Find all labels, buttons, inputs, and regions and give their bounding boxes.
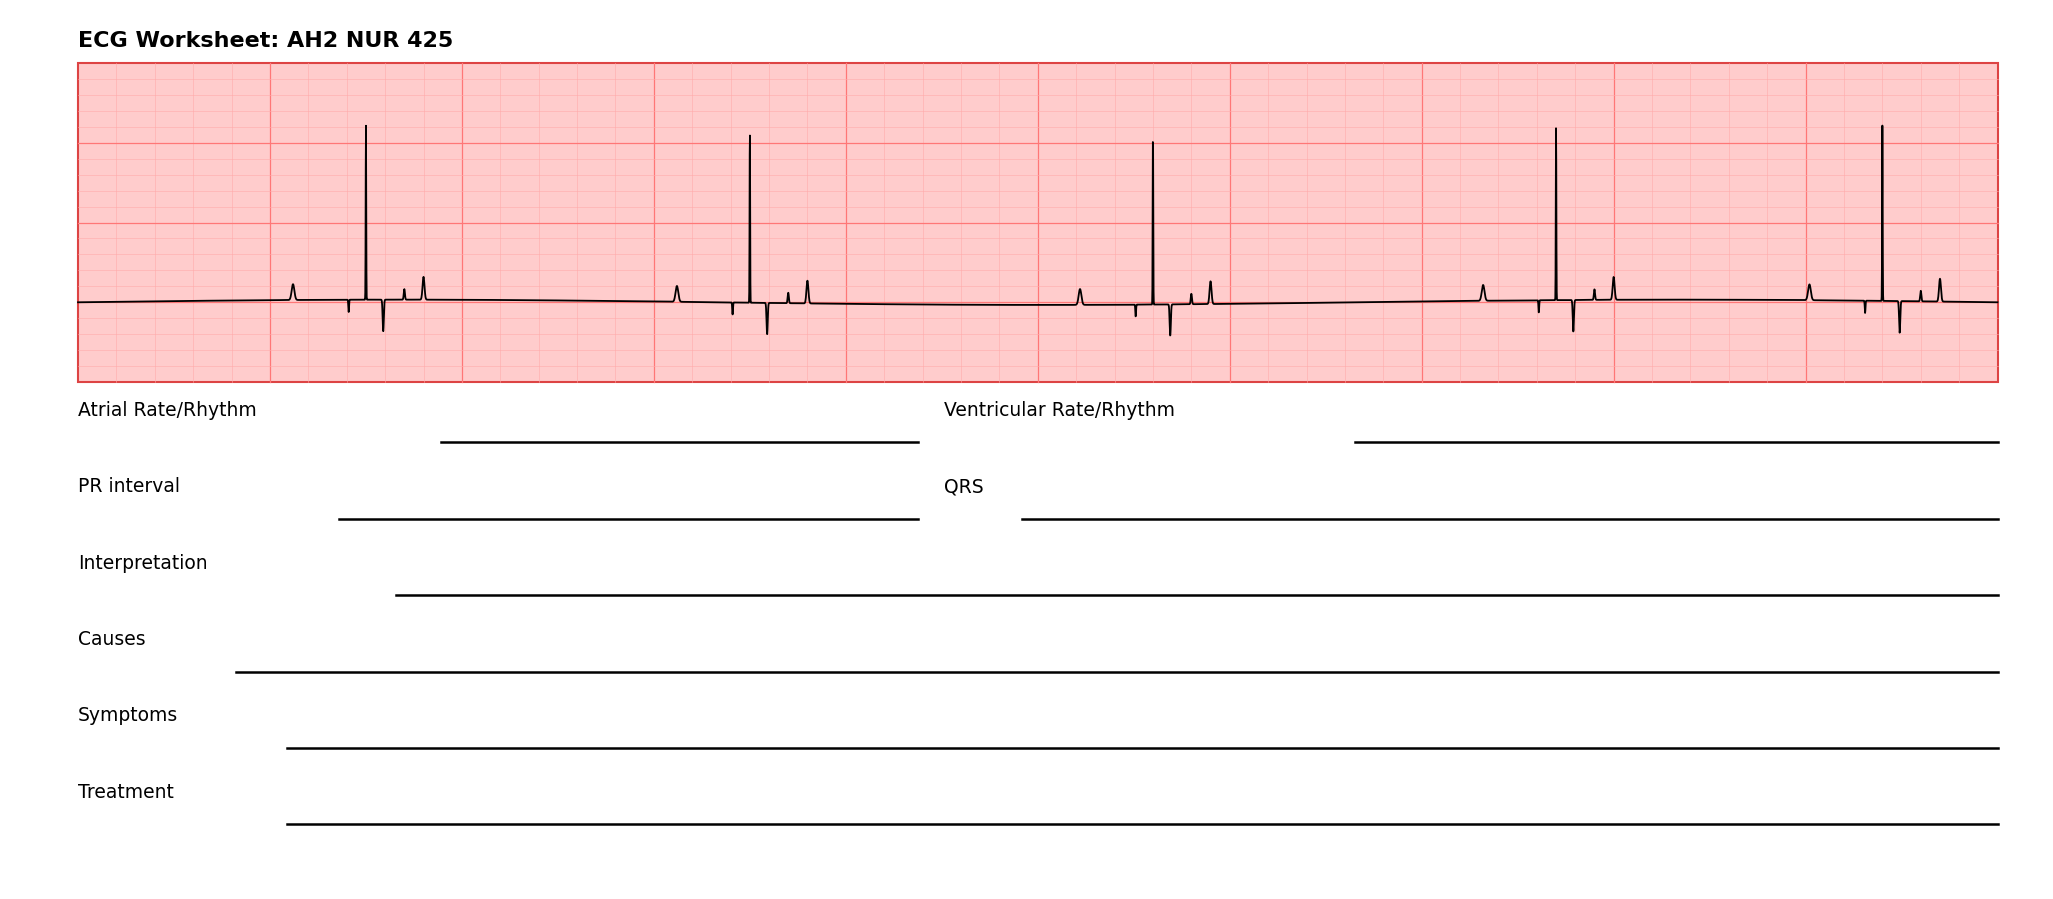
Bar — [78, 63, 1998, 382]
Text: Atrial Rate/Rhythm: Atrial Rate/Rhythm — [78, 401, 257, 420]
Text: ECG Worksheet: AH2 NUR 425: ECG Worksheet: AH2 NUR 425 — [78, 31, 454, 51]
Text: QRS: QRS — [944, 477, 983, 496]
Text: Treatment: Treatment — [78, 783, 175, 802]
Text: Causes: Causes — [78, 630, 146, 649]
Text: PR interval: PR interval — [78, 477, 181, 496]
Text: Interpretation: Interpretation — [78, 554, 207, 573]
Text: Symptoms: Symptoms — [78, 707, 179, 725]
Text: Ventricular Rate/Rhythm: Ventricular Rate/Rhythm — [944, 401, 1176, 420]
